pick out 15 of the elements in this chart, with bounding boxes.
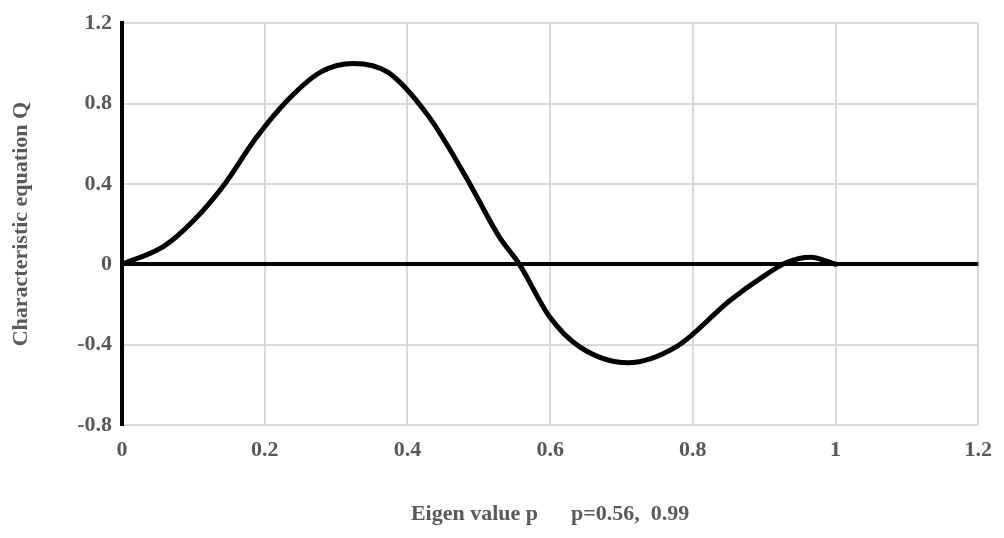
x-tick-label: 0.8: [679, 435, 707, 461]
y-tick-label: -0.4: [77, 330, 112, 356]
y-tick-label: 0.4: [84, 169, 112, 195]
y-axis-title: Characteristic equation Q: [6, 101, 32, 347]
x-tick-label: 0.2: [250, 435, 279, 461]
y-tick-label: 1.2: [84, 8, 112, 34]
x-tick-label: 0.4: [393, 435, 422, 461]
x-axis-title: Eigen value p p=0.56, 0.99: [410, 500, 690, 526]
x-tick-label: 0: [116, 435, 128, 461]
x-tick-label: 1.2: [964, 435, 992, 461]
x-tick-label: 1: [830, 435, 842, 461]
y-tick-label: 0.8: [84, 89, 112, 115]
x-tick-label: 0.6: [536, 435, 564, 461]
y-tick-label: -0.8: [77, 410, 112, 436]
y-tick-label: 0: [101, 249, 112, 275]
